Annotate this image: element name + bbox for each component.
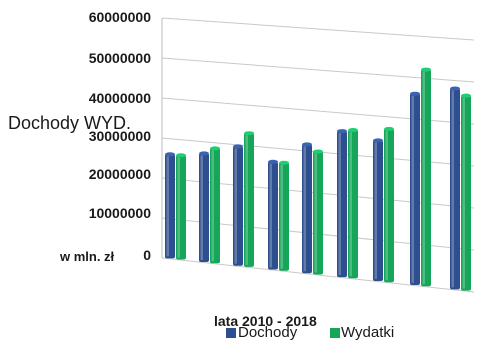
bar-body xyxy=(302,144,312,274)
y-tick-label: 10000000 xyxy=(89,205,152,221)
bar-cap xyxy=(199,151,209,156)
bar-dochody-2018 xyxy=(450,86,460,290)
bar-wydatki-2014 xyxy=(313,149,323,275)
bar-body xyxy=(233,146,243,266)
bar-highlight xyxy=(314,153,317,273)
y-tick-label: 60000000 xyxy=(89,9,152,25)
bar-highlight xyxy=(349,131,352,277)
bar-highlight xyxy=(166,156,169,257)
bar-body xyxy=(313,151,323,275)
bar-dochody-2010 xyxy=(165,152,175,259)
bar-body xyxy=(244,133,254,267)
y-tick-label: 30000000 xyxy=(89,128,152,144)
bar-cap xyxy=(233,144,243,149)
bar-body xyxy=(337,131,347,278)
bar-highlight xyxy=(374,142,377,279)
bar-cap xyxy=(244,131,254,136)
bar-body xyxy=(384,128,394,283)
bar-cap xyxy=(268,159,278,164)
bar-highlight xyxy=(280,164,283,269)
bar-highlight xyxy=(234,148,237,264)
bar-body xyxy=(199,153,209,263)
bar-dochody-2013 xyxy=(268,159,278,270)
bar-dochody-2012 xyxy=(233,144,243,266)
bar-cap xyxy=(165,152,175,157)
bar-wydatki-2012 xyxy=(244,131,254,267)
bar-cap xyxy=(384,126,394,131)
bar-body xyxy=(421,69,431,287)
bars xyxy=(165,67,471,291)
legend-label-wydatki: Wydatki xyxy=(341,324,394,341)
bar-cap xyxy=(461,93,471,98)
bar-cap xyxy=(410,91,420,96)
bar-wydatki-2010 xyxy=(176,153,186,260)
bar-wydatki-2013 xyxy=(279,160,289,271)
bar-cap xyxy=(313,149,323,154)
bar-cap xyxy=(337,129,347,134)
bar-body xyxy=(410,93,420,286)
bar-body xyxy=(348,129,358,279)
y-tick-label: 0 xyxy=(143,247,151,263)
bar-dochody-2011 xyxy=(199,151,209,263)
y-axis-title: Dochody WYD. xyxy=(8,113,131,133)
bar-highlight xyxy=(177,157,180,258)
bar-cap xyxy=(348,127,358,132)
bar-body xyxy=(461,95,471,291)
bar-cap xyxy=(421,67,431,72)
bar-highlight xyxy=(303,146,306,272)
bar-body xyxy=(176,155,186,260)
unit-label: w mln. zł xyxy=(59,249,115,264)
bar-cap xyxy=(373,138,383,143)
bar-highlight xyxy=(211,150,214,262)
y-tick-labels: 60000000 50000000 40000000 30000000 20000000… xyxy=(89,9,152,263)
bar-wydatki-2015 xyxy=(348,127,358,279)
bar-body xyxy=(165,154,175,259)
bar-highlight xyxy=(200,155,203,261)
bar-highlight xyxy=(422,71,425,285)
bar-highlight xyxy=(451,90,454,288)
bar-cap xyxy=(176,153,186,158)
bar-body xyxy=(279,162,289,271)
bar-cap xyxy=(302,142,312,147)
bar-body xyxy=(268,161,278,270)
bar-wydatki-2018 xyxy=(461,93,471,291)
bar-dochody-2017 xyxy=(410,91,420,286)
bar-dochody-2016 xyxy=(373,138,383,281)
bar-highlight xyxy=(245,135,248,265)
bar-cap xyxy=(279,160,289,165)
bar-body xyxy=(450,88,460,290)
bar-dochody-2015 xyxy=(337,129,347,278)
bar-dochody-2014 xyxy=(302,142,312,274)
gridline xyxy=(161,17,475,41)
x-axis-title: lata 2010 - 2018 xyxy=(214,313,317,329)
bar-body xyxy=(373,140,383,281)
bar-highlight xyxy=(269,163,272,268)
legend-swatch-dochody xyxy=(226,328,236,338)
bar-highlight xyxy=(462,97,465,289)
legend: Dochody Wydatki xyxy=(226,324,394,341)
y-tick-label: 50000000 xyxy=(89,50,152,66)
bar-highlight xyxy=(338,133,341,276)
y-tick-label: 20000000 xyxy=(89,166,152,182)
legend-label-dochody: Dochody xyxy=(238,324,298,341)
bar-wydatki-2011 xyxy=(210,146,220,264)
bar-wydatki-2016 xyxy=(384,126,394,283)
y-tick-label: 40000000 xyxy=(89,90,152,106)
bar-body xyxy=(210,148,220,264)
bar-highlight xyxy=(385,130,388,281)
bar-cap xyxy=(450,86,460,91)
bar-cap xyxy=(210,146,220,151)
bar-wydatki-2017 xyxy=(421,67,431,287)
legend-swatch-wydatki xyxy=(330,328,340,338)
bar-highlight xyxy=(411,95,414,284)
gridline xyxy=(161,257,475,293)
